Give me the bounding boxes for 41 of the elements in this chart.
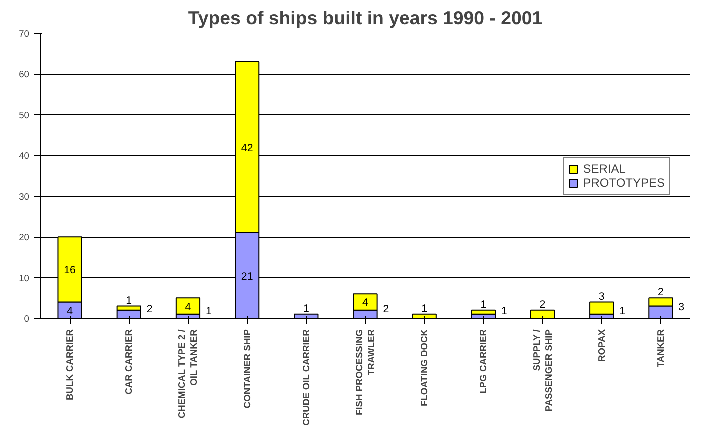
data-label: 3 (598, 290, 605, 303)
y-tick-label: 10 (19, 273, 30, 284)
data-label: 4 (362, 297, 369, 310)
x-tick-label: LPG CARRIER (478, 329, 489, 394)
x-tick-label: CRUDE OIL CARRIER (301, 329, 312, 426)
data-label: 4 (185, 301, 192, 314)
y-tick-label: 60 (19, 70, 30, 80)
x-tick-label: CONTAINER SHIP (242, 329, 252, 409)
data-label: 4 (67, 305, 74, 318)
y-tick-label: 30 (19, 192, 30, 202)
x-tick-label: BULK CARRIER (65, 329, 76, 400)
data-label: 2 (146, 303, 153, 316)
data-label: 2 (540, 298, 546, 311)
legend-label: PROTOTYPES (583, 176, 665, 190)
x-tick-label: SUPPLY / PASSENGER SHIP (532, 329, 554, 412)
x-tick-label: FLOATING DOCK (420, 329, 430, 407)
data-label: 1 (480, 298, 487, 311)
data-label: 42 (241, 142, 254, 154)
data-label: 1 (620, 305, 626, 318)
data-label: 1 (126, 294, 132, 307)
data-label: 3 (678, 301, 685, 314)
data-label: 2 (658, 286, 664, 299)
chart-title: Types of ships built in years 1990 - 2001 (188, 8, 543, 28)
data-label: 1 (206, 305, 212, 318)
data-label: 16 (64, 264, 76, 277)
data-label: 1 (501, 305, 508, 318)
x-tick-label: CAR CARRIER (124, 329, 134, 395)
x-tick-label: TANKER (656, 329, 666, 368)
data-label: 2 (383, 303, 390, 316)
x-tick-label: ROPAX (596, 328, 607, 362)
data-label: 1 (303, 302, 310, 315)
data-label: 21 (241, 270, 254, 283)
y-tick-label: 40 (19, 151, 30, 162)
y-tick-label: 0 (24, 314, 30, 324)
y-tick-label: 20 (19, 232, 30, 243)
legend-label: SERIAL (583, 162, 626, 176)
y-tick-label: 50 (19, 110, 30, 120)
data-label: 1 (422, 302, 428, 315)
x-tick-label: FISH PROCESSING TRAWLER (354, 329, 376, 416)
y-tick-label: 70 (19, 29, 30, 39)
x-tick-label: CHEMICAL TYPE 2 / OIL TANKER (177, 329, 200, 419)
